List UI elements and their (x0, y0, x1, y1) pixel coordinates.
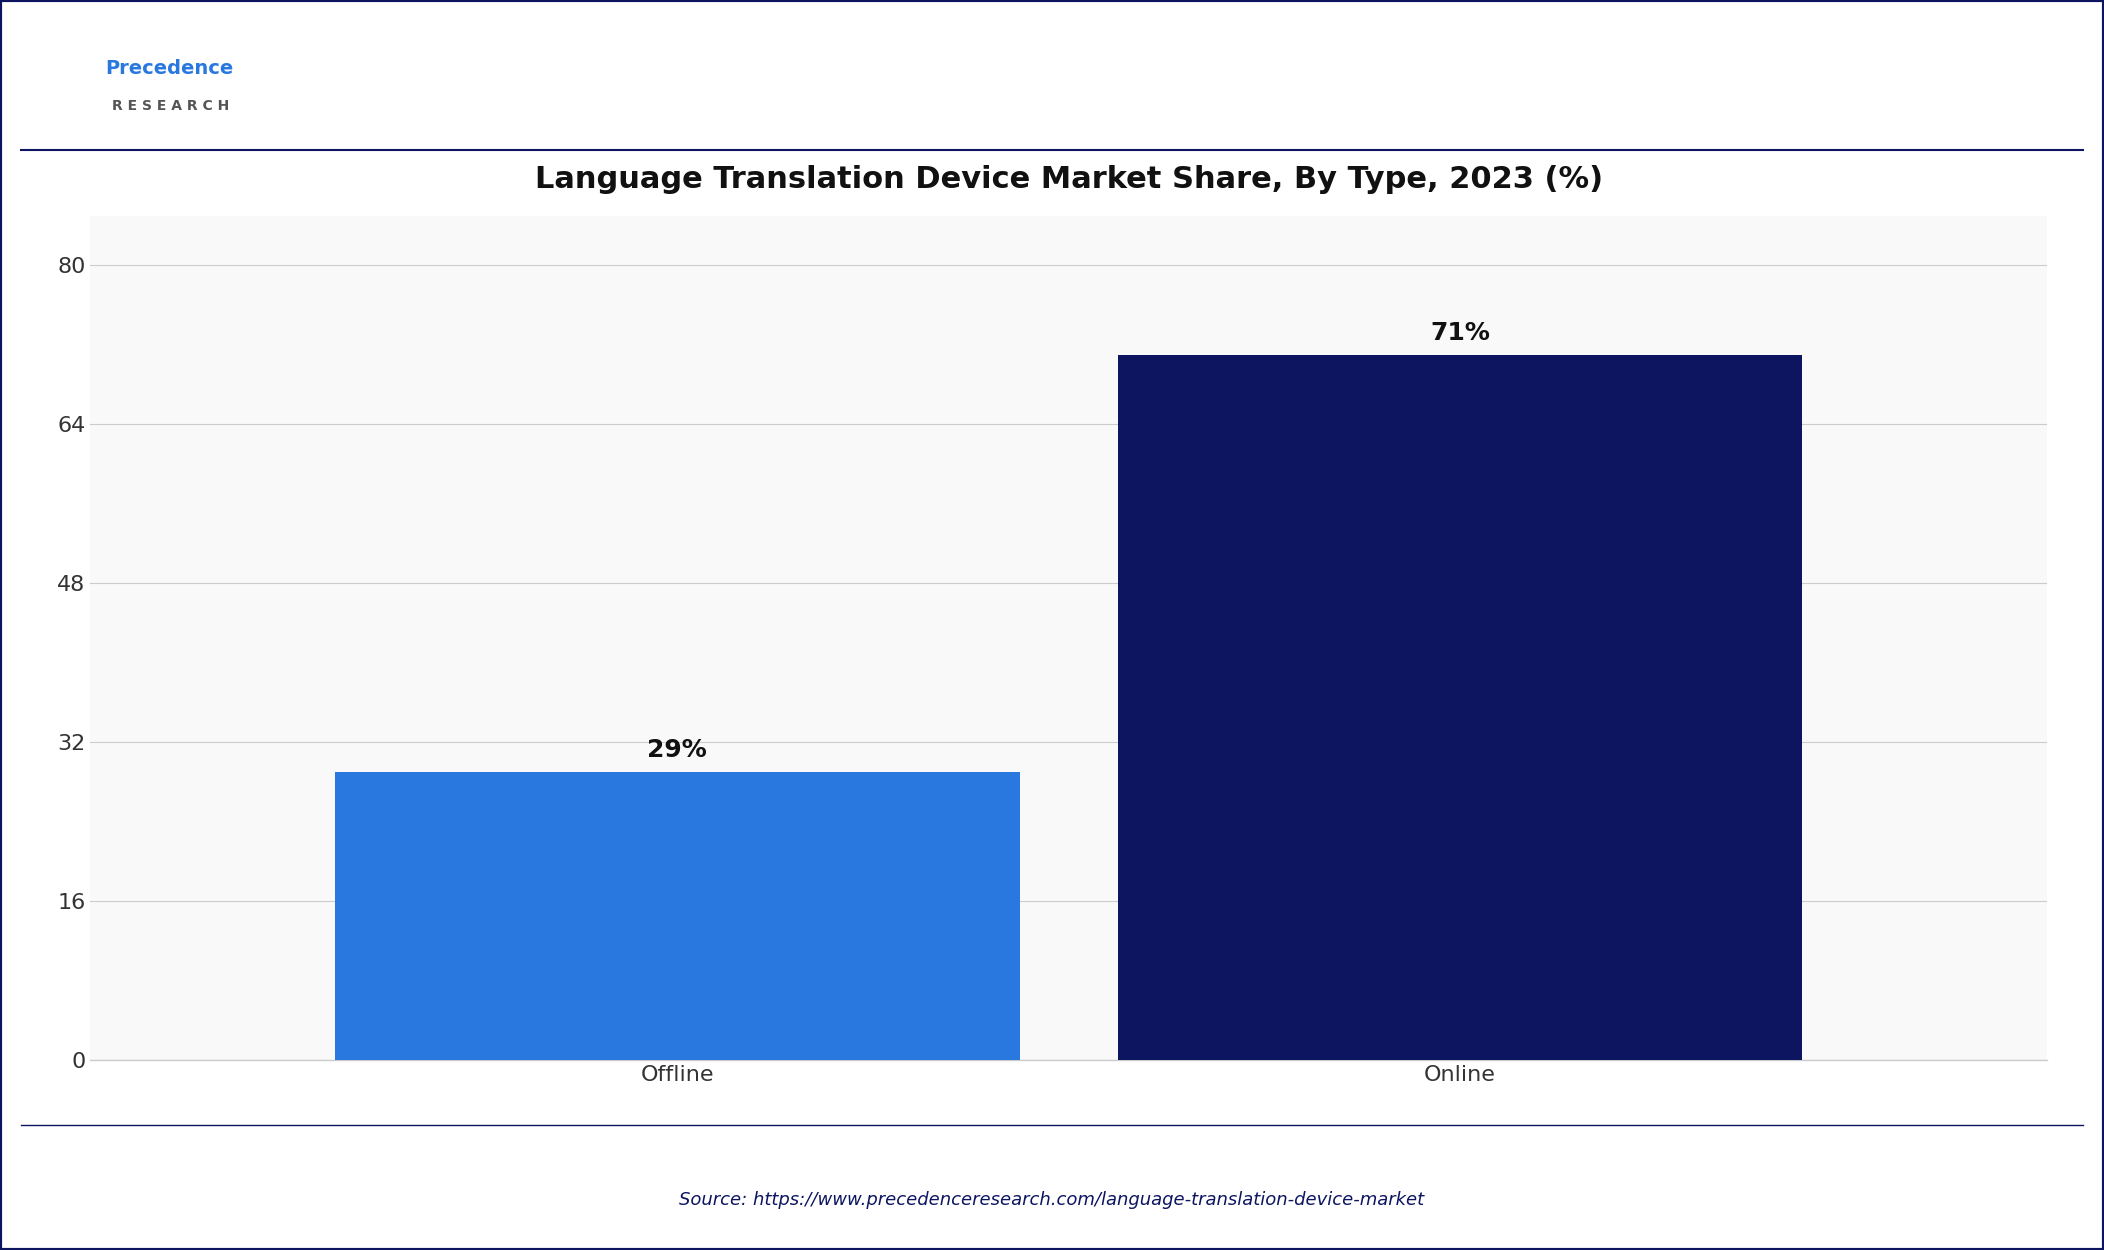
Text: 29%: 29% (648, 739, 707, 762)
Text: R E S E A R C H: R E S E A R C H (112, 99, 229, 114)
Text: Precedence: Precedence (105, 59, 234, 79)
Title: Language Translation Device Market Share, By Type, 2023 (%): Language Translation Device Market Share… (534, 165, 1603, 194)
Bar (1117, 355, 1803, 1060)
Text: 71%: 71% (1431, 321, 1490, 345)
Bar (335, 772, 1020, 1060)
Text: Source: https://www.precedenceresearch.com/language-translation-device-market: Source: https://www.precedenceresearch.c… (680, 1191, 1424, 1209)
